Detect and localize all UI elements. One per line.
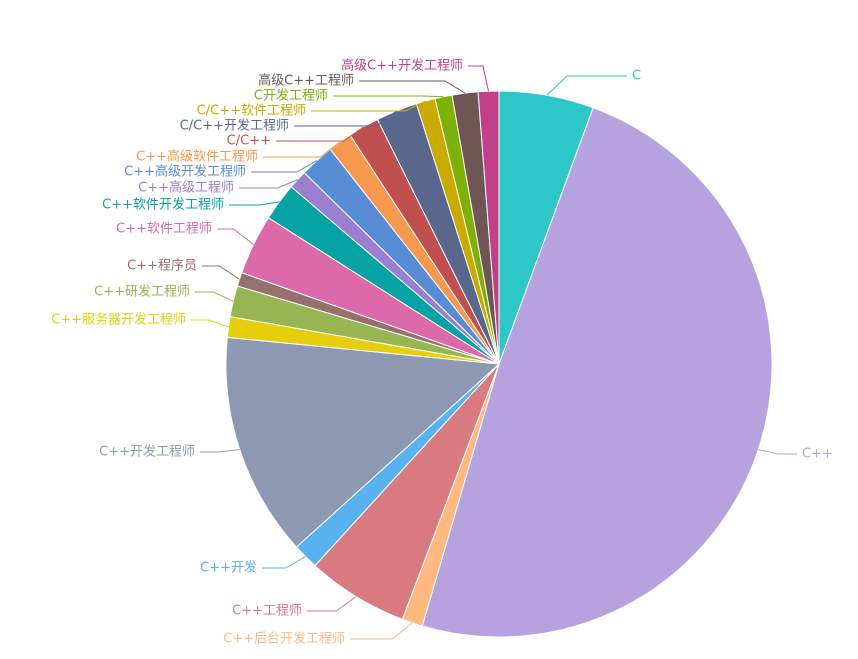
leader-line: [294, 110, 397, 127]
leader-line: [333, 95, 444, 98]
slice-label: C/C++开发工程师: [180, 118, 289, 134]
slice-label: 高级C++开发工程师: [341, 58, 463, 74]
leader-line: [251, 160, 318, 173]
slice-label: C++服务器开发工程师: [51, 312, 186, 328]
pie-slices: [225, 90, 773, 638]
slice-label: C++软件开发工程师: [102, 197, 224, 213]
slice-label: C++软件工程师: [116, 222, 212, 237]
leader-line: [276, 126, 364, 142]
slice-label: C++: [802, 447, 833, 462]
leader-line: [350, 622, 413, 640]
leader-line: [202, 265, 240, 280]
slice-label: C++高级工程师: [138, 180, 234, 196]
slice-label: C++开发工程师: [99, 444, 195, 460]
leader-line: [195, 291, 234, 302]
leader-line: [311, 100, 426, 112]
leader-line: [307, 596, 357, 612]
slice-label: C++研发工程师: [94, 284, 190, 300]
leader-line: [468, 65, 489, 92]
leader-line: [191, 319, 229, 328]
slice-label: C++后台开发工程师: [223, 631, 345, 647]
slice-label: C++开发: [200, 560, 257, 576]
slice-label: C++工程师: [232, 604, 302, 619]
leader-line: [239, 179, 298, 189]
leader-line: [263, 141, 341, 158]
leader-line: [359, 80, 466, 94]
slice-label: C开发工程师: [254, 88, 328, 104]
slice-label: 高级C++工程师: [258, 73, 354, 89]
leader-line: [217, 228, 254, 245]
slice-label: C++高级开发工程师: [124, 164, 246, 180]
pie-slice[interactable]: [225, 336, 501, 548]
pie-slice[interactable]: [421, 107, 773, 638]
slice-label: C/C++: [227, 134, 271, 149]
slice-label: C++程序员: [127, 259, 197, 274]
leader-line: [229, 201, 280, 206]
leader-line: [200, 449, 240, 453]
leader-line: [758, 449, 797, 455]
slice-label: C/C++软件工程师: [197, 104, 306, 119]
slice-label: C++高级软件工程师: [136, 149, 258, 165]
leader-line: [262, 556, 306, 569]
pie-labels: C C++ C++后台开发工程师 C++工程师 C++开发 C++开发工程师 C++服务器开…: [51, 58, 833, 647]
leader-line: [546, 75, 627, 96]
slice-label: C: [632, 69, 641, 84]
